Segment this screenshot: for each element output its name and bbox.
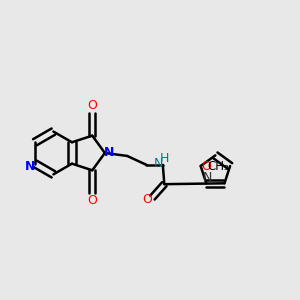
Text: O: O <box>87 194 97 206</box>
Text: CH₃: CH₃ <box>208 160 229 173</box>
Text: N: N <box>104 146 115 160</box>
Text: N: N <box>154 157 163 170</box>
Text: N: N <box>203 172 212 184</box>
Text: O: O <box>202 160 212 172</box>
Text: H: H <box>160 152 169 165</box>
Text: O: O <box>142 193 152 206</box>
Text: O: O <box>87 99 97 112</box>
Text: N: N <box>25 160 36 173</box>
